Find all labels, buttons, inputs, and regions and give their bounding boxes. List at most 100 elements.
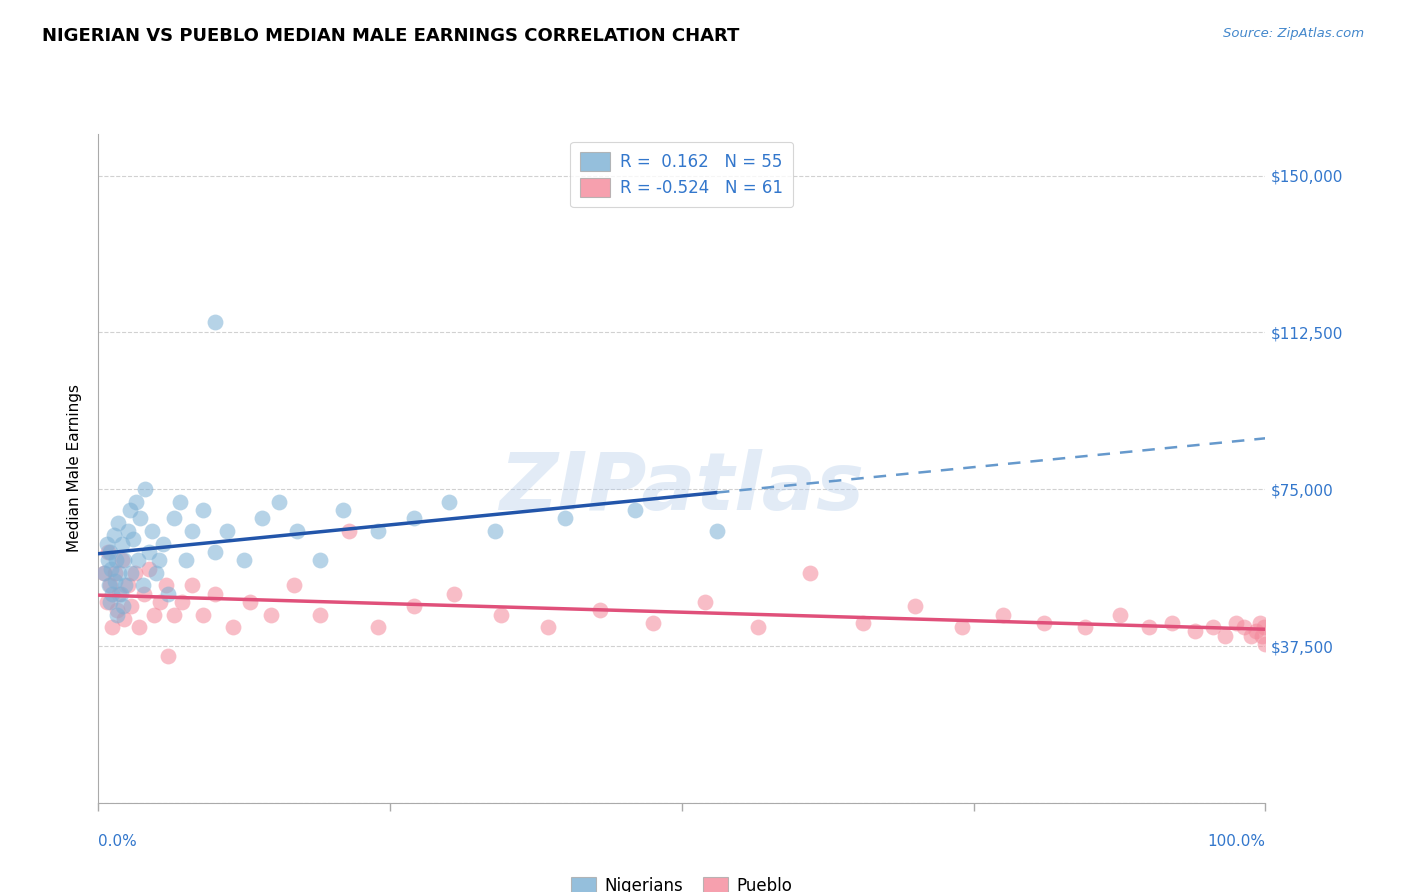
Point [127,553,149,567]
Point [96,595,118,609]
Point [852,615,875,630]
Point [149,595,172,609]
Point [204,545,226,559]
Point [269,494,291,508]
Point [1213,628,1236,642]
Point [180,524,202,538]
Point [283,578,305,592]
Point [641,615,664,630]
Point [1233,620,1256,634]
Point [260,607,283,622]
Point [96,536,118,550]
Point [132,587,155,601]
Point [215,524,238,538]
Point [117,578,139,592]
Point [250,511,273,525]
Point [904,599,927,614]
Point [193,503,215,517]
Point [402,599,425,614]
Point [554,511,576,525]
Point [97,553,120,567]
Point [337,524,360,538]
Point [180,578,202,592]
Text: ZIPatlas: ZIPatlas [499,450,865,527]
Point [97,578,120,592]
Point [1073,620,1095,634]
Point [152,536,174,550]
Point [98,595,121,609]
Point [93,566,115,580]
Point [1251,628,1274,642]
Point [129,511,152,525]
Point [101,620,124,634]
Point [537,620,560,634]
Point [125,494,148,508]
Point [174,553,197,567]
Point [111,599,134,614]
Point [124,566,146,580]
Point [98,545,121,559]
Point [108,566,131,580]
Point [624,503,647,517]
Point [1202,620,1225,634]
Point [138,545,160,559]
Point [1108,607,1130,622]
Point [122,533,145,547]
Point [285,524,308,538]
Point [120,599,142,614]
Point [100,562,122,576]
Point [193,607,215,622]
Point [93,566,115,580]
Point [104,566,127,580]
Point [118,503,141,517]
Point [110,587,132,601]
Text: NIGERIAN VS PUEBLO MEDIAN MALE EARNINGS CORRELATION CHART: NIGERIAN VS PUEBLO MEDIAN MALE EARNINGS … [42,27,740,45]
Point [104,553,127,567]
Point [367,524,389,538]
Point [105,603,128,617]
Point [239,595,262,609]
Text: Source: ZipAtlas.com: Source: ZipAtlas.com [1223,27,1364,40]
Point [332,503,354,517]
Point [1244,624,1267,639]
Point [112,612,135,626]
Legend: Nigerians, Pueblo: Nigerians, Pueblo [565,870,799,892]
Point [169,494,191,508]
Point [111,553,134,567]
Point [402,511,425,525]
Point [706,524,728,538]
Point [163,511,186,525]
Point [695,595,717,609]
Point [141,524,163,538]
Point [98,578,121,592]
Point [484,524,506,538]
Point [437,494,460,508]
Point [148,553,170,567]
Point [128,620,150,634]
Point [138,562,160,576]
Point [112,553,135,567]
Point [107,516,129,530]
Point [1137,620,1160,634]
Point [104,574,127,589]
Point [204,587,226,601]
Point [1225,615,1247,630]
Point [117,524,139,538]
Text: 0.0%: 0.0% [98,834,138,849]
Point [950,620,973,634]
Point [105,607,128,622]
Point [204,315,226,329]
Point [157,649,180,664]
Point [1184,624,1206,639]
Point [443,587,465,601]
Point [1161,615,1184,630]
Point [108,587,131,601]
Point [1254,637,1277,651]
Point [97,545,120,559]
Point [172,595,194,609]
Point [101,587,124,601]
Point [163,607,186,622]
Point [367,620,389,634]
Point [1249,615,1271,630]
Point [589,603,612,617]
